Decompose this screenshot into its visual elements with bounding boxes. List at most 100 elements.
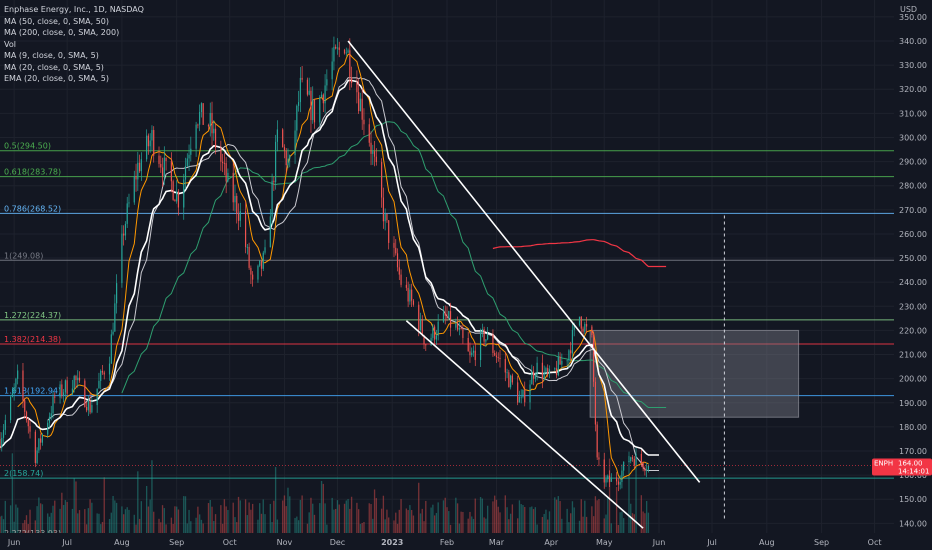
candle-body	[123, 233, 125, 236]
candle-body	[252, 274, 254, 280]
candle-body	[423, 335, 425, 345]
volume-bar	[110, 512, 112, 533]
volume-bar	[357, 509, 360, 533]
volume-bar	[380, 508, 383, 533]
candle-body	[108, 363, 111, 375]
volume-bar	[644, 513, 646, 533]
candle-body	[462, 329, 464, 338]
candle-body	[276, 129, 278, 142]
candle-body	[114, 303, 116, 332]
candle-body	[237, 214, 240, 221]
channel-lower-line	[405, 320, 644, 529]
volume-bar	[1, 515, 3, 533]
candle-body	[434, 326, 436, 340]
legend-vol[interactable]: Vol	[4, 39, 16, 49]
candle-body	[421, 318, 423, 336]
target-zone[interactable]	[589, 214, 800, 519]
volume-bar	[370, 504, 372, 533]
volume-bar	[336, 500, 339, 533]
candle-body	[47, 422, 49, 435]
volume-bar	[571, 501, 574, 533]
volume-bar	[177, 509, 180, 533]
volume-bar	[209, 499, 211, 533]
volume-bar	[299, 499, 302, 533]
candle-body	[209, 112, 211, 127]
candle-body	[1, 437, 3, 448]
volume-bar	[472, 518, 475, 533]
volume-bar	[320, 480, 323, 533]
candle-body	[483, 329, 485, 342]
volume-bar	[411, 510, 413, 533]
volume-bar	[128, 509, 130, 533]
trend-channel[interactable]	[347, 40, 701, 529]
volume-bar	[347, 499, 349, 533]
volume-bar	[580, 499, 582, 533]
candle-body	[312, 99, 314, 121]
volume-bar	[50, 512, 52, 533]
candle-body	[4, 420, 6, 430]
candle-body	[207, 124, 210, 127]
candle-body	[409, 289, 411, 302]
volume-bar	[479, 497, 482, 533]
volume-bar	[520, 504, 522, 533]
candle-body	[153, 130, 155, 156]
volume-bar	[313, 514, 316, 533]
y-tick-label: 150.00	[899, 495, 927, 504]
volume-bar	[647, 512, 650, 533]
candle-body	[393, 242, 395, 248]
legend-ma9[interactable]: MA (9, close, 0, SMA, 5)	[4, 51, 99, 60]
volume-bar	[534, 507, 537, 533]
candle-body	[605, 479, 607, 483]
legend-ma50[interactable]: MA (50, close, 0, SMA, 50)	[4, 16, 110, 26]
volume-bar	[190, 521, 192, 533]
candle-body	[594, 381, 597, 425]
volume-bar	[237, 496, 240, 533]
volume-bar	[536, 524, 538, 533]
candle-body	[448, 311, 450, 319]
candle-body	[29, 426, 31, 432]
time-axis[interactable]: Jun Jul Aug Sep Oct Nov Dec 2023 Feb Mar Apr May Jun…	[0, 533, 932, 550]
candle-body	[631, 457, 634, 459]
legend-ma200[interactable]: MA (200, close, 0, SMA, 200)	[4, 28, 120, 37]
legend-ma20[interactable]: MA (20, close, 0, SMA, 5)	[4, 62, 104, 72]
volume-bar	[161, 505, 164, 533]
candle-body	[545, 368, 547, 372]
volume-bar	[186, 523, 188, 533]
candle-body	[10, 396, 12, 421]
x-tick-label: Feb	[440, 538, 454, 547]
volume-bar	[350, 496, 353, 533]
candle-body	[160, 163, 162, 168]
volume-bar	[308, 512, 310, 533]
candle-body	[358, 92, 360, 112]
volume-bar	[497, 506, 499, 533]
candle-body	[407, 287, 409, 302]
candle-body	[518, 397, 521, 403]
volume-bar	[384, 519, 386, 533]
legend-ema20[interactable]: EMA (20, close, 0, SMA, 5)	[4, 74, 109, 83]
candle-body	[239, 211, 241, 221]
volume-bar	[78, 510, 81, 533]
volume-bar	[52, 505, 54, 533]
price-axis[interactable]: USD 140.00 150.00 160.00 170.00 180.00 190.00 2…	[894, 0, 932, 550]
candle-body	[520, 396, 522, 398]
volume-bar	[326, 524, 328, 533]
volume-bar	[486, 505, 489, 533]
volume-bar	[36, 506, 38, 533]
candle-body	[336, 47, 339, 49]
volume-bar	[297, 520, 300, 533]
candle-body	[197, 124, 199, 126]
volume-bar	[214, 514, 217, 533]
volume-bar	[160, 522, 162, 533]
candle-body	[457, 323, 459, 330]
volume-bar	[419, 513, 422, 533]
candle-body	[324, 85, 326, 104]
volume-bar	[27, 524, 29, 533]
y-tick-label: 300.00	[899, 133, 927, 142]
candle-body	[248, 246, 250, 268]
volume-bar	[605, 514, 607, 533]
legend-title[interactable]: Enphase Energy, Inc., 1D, NASDAQ	[4, 5, 144, 14]
candle-body	[133, 175, 135, 203]
fib-label: 1.618(192.94)	[4, 387, 61, 396]
volume-bar	[449, 524, 452, 533]
